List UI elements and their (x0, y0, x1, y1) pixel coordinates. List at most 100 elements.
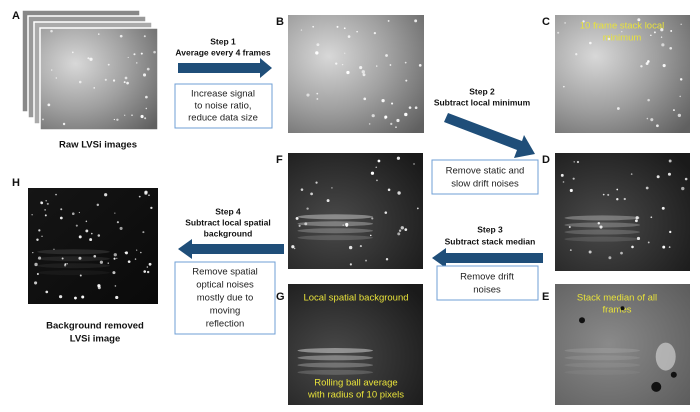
speckle (124, 76, 128, 80)
speckle (34, 262, 38, 267)
speckle (589, 41, 592, 45)
speckle (32, 251, 34, 254)
speckle (145, 95, 148, 99)
speckle (560, 173, 564, 177)
overlay-text: minimum (603, 33, 642, 44)
speckle (359, 66, 363, 70)
speckle (582, 20, 585, 23)
speckle (646, 117, 649, 120)
speckle (680, 23, 682, 26)
speckle (116, 118, 119, 121)
speckle (60, 208, 63, 211)
note: Remove drift (460, 272, 514, 283)
speckle (114, 212, 116, 214)
speckle (134, 258, 137, 260)
speckle (316, 92, 319, 95)
panel-label: B (276, 16, 284, 28)
speckle (150, 206, 153, 210)
panel-label: F (276, 154, 283, 166)
speckle (404, 112, 408, 117)
speckle (78, 256, 82, 260)
speckle (310, 192, 313, 196)
speckle (116, 221, 119, 224)
speckle (71, 212, 75, 215)
speckle (661, 206, 665, 210)
note: moving (210, 306, 241, 317)
image (288, 284, 423, 405)
speckle (413, 163, 415, 165)
speckle (50, 29, 53, 33)
speckle (306, 93, 310, 97)
image-texture (31, 18, 688, 392)
note: slow drift noises (451, 179, 519, 190)
speckle (36, 238, 39, 241)
speckle (297, 369, 374, 375)
speckle (569, 188, 573, 193)
speckle (668, 246, 671, 248)
speckle (85, 229, 89, 233)
speckle (291, 245, 295, 249)
speckle (662, 245, 666, 249)
speckle (384, 211, 388, 214)
speckle (64, 263, 67, 265)
speckle (343, 27, 346, 30)
speckle (148, 262, 152, 266)
speckle (144, 117, 147, 120)
speckle (36, 272, 39, 275)
speckle (404, 61, 407, 64)
speckle (651, 381, 662, 392)
speckle (414, 106, 418, 110)
speckle (341, 63, 344, 66)
speckle (146, 266, 149, 268)
step-title: Step 2 (469, 86, 495, 96)
speckle (37, 249, 110, 255)
speckle (371, 114, 375, 118)
panel-label: H (12, 177, 20, 189)
speckle (637, 18, 641, 22)
speckle (66, 263, 68, 265)
speckle (61, 257, 64, 260)
speckle (672, 109, 675, 112)
speckle (93, 254, 97, 258)
speckle (667, 172, 671, 176)
speckle (42, 118, 44, 121)
speckle (679, 78, 683, 81)
speckle (349, 263, 352, 266)
note: reduce data size (188, 113, 258, 124)
speckle (81, 295, 85, 299)
speckle (635, 216, 639, 220)
speckle (636, 236, 641, 241)
speckle (568, 225, 571, 229)
speckle (47, 103, 51, 107)
speckle (107, 262, 109, 264)
speckle (71, 51, 74, 54)
step-action: Average every 4 frames (175, 47, 270, 57)
speckle (140, 251, 142, 254)
speckle (316, 43, 320, 47)
speckle (370, 171, 375, 175)
speckle (607, 193, 610, 196)
speckle (41, 235, 43, 238)
speckle (607, 37, 611, 41)
speckle (346, 70, 350, 75)
speckle (377, 159, 381, 163)
image (288, 153, 423, 269)
arrow (178, 58, 272, 78)
speckle (376, 179, 378, 182)
speckle (662, 64, 666, 68)
speckle (93, 87, 95, 89)
speckle (616, 188, 619, 191)
speckle (647, 98, 650, 102)
speckle (670, 30, 673, 32)
speckle (347, 35, 351, 38)
speckle (677, 113, 682, 118)
speckle (623, 197, 626, 201)
speckle (660, 28, 664, 32)
speckle (371, 217, 374, 220)
speckle (656, 175, 660, 179)
note: Remove spatial (192, 267, 257, 278)
speckle (361, 70, 365, 74)
speckle (650, 118, 654, 122)
speckle (50, 69, 53, 71)
note-box (174, 261, 276, 335)
